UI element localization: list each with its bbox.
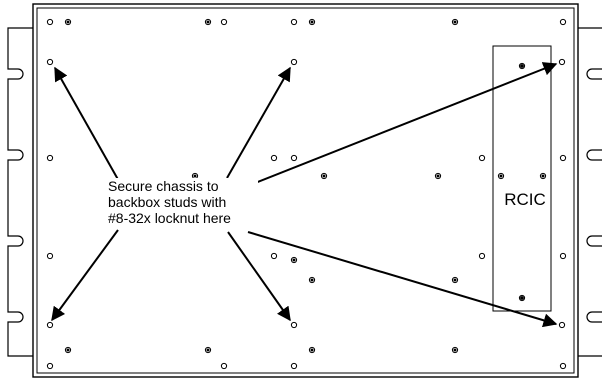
screw-stud bbox=[539, 172, 547, 180]
mounting-hole bbox=[478, 154, 486, 162]
mounting-hole bbox=[290, 58, 298, 66]
chassis-inner-frame bbox=[36, 7, 575, 374]
mounting-hole bbox=[220, 362, 228, 370]
mounting-hole bbox=[46, 362, 54, 370]
screw-stud bbox=[308, 18, 316, 26]
screw-stud bbox=[497, 172, 505, 180]
screw-stud bbox=[204, 346, 212, 354]
screw-stud bbox=[518, 62, 526, 70]
instruction-line: Secure chassis to bbox=[108, 178, 219, 194]
screw-stud bbox=[64, 346, 72, 354]
screw-stud bbox=[290, 256, 298, 264]
screw-stud bbox=[64, 18, 72, 26]
screw-stud bbox=[204, 18, 212, 26]
mounting-hole bbox=[559, 154, 567, 162]
callout-arrows bbox=[51, 62, 558, 328]
mounting-hole bbox=[46, 154, 54, 162]
mounting-hole bbox=[559, 18, 567, 26]
arrow-top-right bbox=[249, 62, 558, 186]
screw-stud bbox=[308, 346, 316, 354]
mounting-holes bbox=[46, 18, 567, 370]
mounting-hole bbox=[46, 321, 54, 329]
mounting-hole bbox=[46, 58, 54, 66]
mounting-hole bbox=[558, 58, 566, 66]
arrow-top-left bbox=[54, 66, 121, 184]
mounting-hole bbox=[559, 362, 567, 370]
screw-stud bbox=[451, 18, 459, 26]
screw-stud bbox=[308, 276, 316, 284]
screw-stud bbox=[518, 294, 526, 302]
mounting-hole bbox=[559, 252, 567, 260]
mounting-hole bbox=[290, 18, 298, 26]
instruction-line: backbox studs with bbox=[108, 194, 227, 210]
screw-stud bbox=[451, 276, 459, 284]
mounting-hole bbox=[558, 321, 566, 329]
instruction-line: #8-32x locknut here bbox=[108, 210, 231, 226]
left-mounting-bracket bbox=[7, 27, 33, 357]
screw-studs bbox=[64, 18, 547, 354]
screw-stud bbox=[320, 172, 328, 180]
arrow-bottom-left bbox=[51, 229, 119, 322]
arrow-bottom-right bbox=[247, 231, 558, 328]
right-mounting-bracket bbox=[578, 27, 602, 357]
mounting-hole bbox=[220, 18, 228, 26]
arrow-top-center bbox=[226, 66, 291, 179]
mounting-hole bbox=[478, 252, 486, 260]
mounting-hole bbox=[270, 154, 278, 162]
screw-stud bbox=[434, 172, 442, 180]
screw-stud bbox=[451, 346, 459, 354]
mounting-hole bbox=[46, 252, 54, 260]
locknut-instruction: Secure chassis to backbox studs with #8-… bbox=[108, 178, 258, 226]
rcic-module-label: RCIC bbox=[504, 190, 546, 209]
mounting-hole bbox=[290, 321, 298, 329]
mounting-hole bbox=[46, 18, 54, 26]
mounting-hole bbox=[290, 154, 298, 162]
arrow-bottom-center bbox=[227, 231, 291, 322]
mounting-hole bbox=[270, 252, 278, 260]
mounting-hole bbox=[290, 362, 298, 370]
